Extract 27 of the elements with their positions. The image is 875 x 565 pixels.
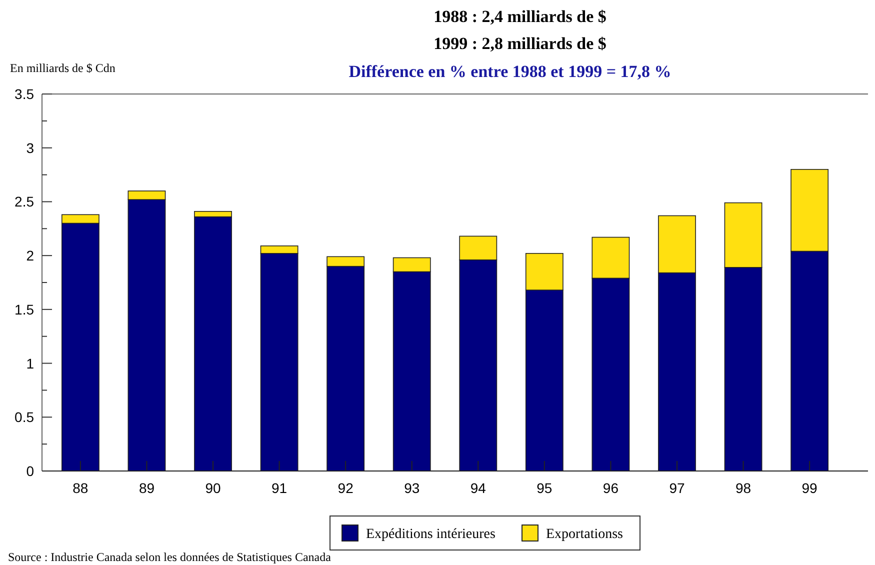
x-tick-label: 96 — [602, 480, 619, 496]
x-tick-label: 97 — [669, 480, 685, 496]
legend-label: Expéditions intérieures — [366, 527, 496, 542]
y-axis-title: En milliards de $ Cdn — [10, 61, 116, 75]
source-note: Source : Industrie Canada selon les données de Statistiques Canada — [8, 550, 332, 564]
y-tick-label: 2.5 — [14, 194, 34, 210]
legend-label: Exportationss — [546, 527, 623, 542]
x-tick-label: 89 — [138, 480, 155, 496]
x-tick-label: 91 — [272, 480, 288, 496]
y-tick-label: 1 — [26, 355, 34, 372]
y-tick-label: 1.5 — [14, 301, 34, 318]
y-tick-label: 3 — [26, 140, 34, 156]
chart-subtitle: 1999 : 2,8 milliards de $ — [434, 34, 607, 53]
x-tick-label: 93 — [404, 480, 420, 496]
chart-title: 1988 : 2,4 milliards de $ — [434, 7, 607, 26]
x-tick-label: 90 — [205, 480, 222, 496]
x-tick-label: 94 — [470, 480, 486, 496]
text: Différence en % entre 1988 et 1999 = 17,8 % — [348, 62, 672, 81]
x-tick-label: 95 — [536, 480, 552, 496]
y-tick-label: 2 — [26, 248, 34, 264]
x-tick-label: 98 — [735, 480, 752, 496]
x-tick-label: 92 — [338, 480, 354, 496]
x-tick-label: 99 — [802, 480, 818, 496]
y-tick-label: 0.5 — [14, 409, 34, 426]
y-tick-label: 0 — [26, 463, 34, 479]
y-tick-label: 3.5 — [14, 86, 34, 102]
x-tick-label: 88 — [72, 480, 88, 496]
